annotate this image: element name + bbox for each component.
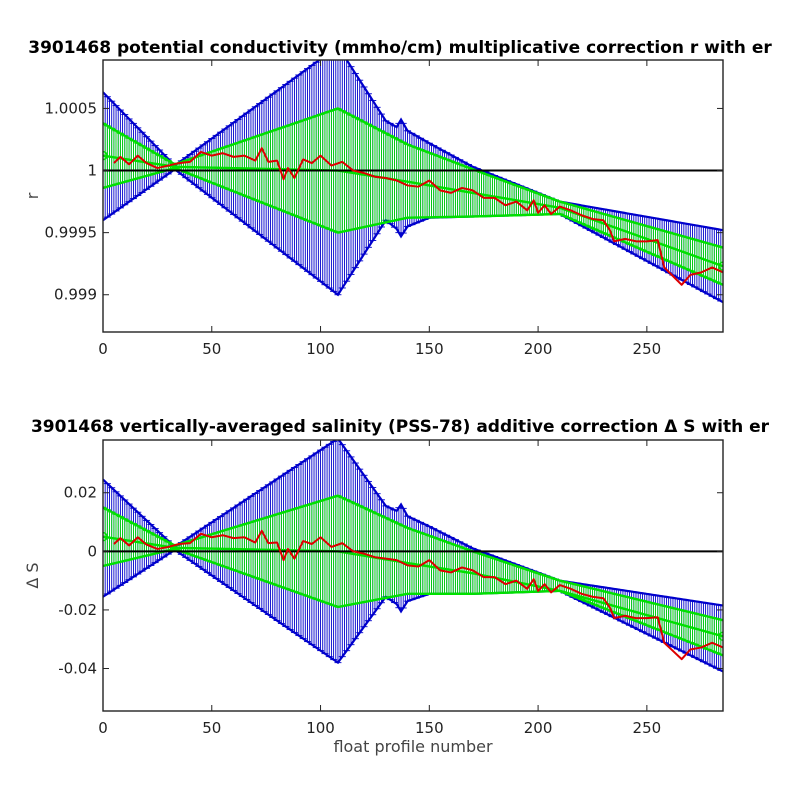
y-tick-label: -0.02	[58, 601, 97, 619]
error-lower-envelope	[103, 167, 723, 304]
x-tick-label: 0	[98, 719, 108, 737]
axes-frame	[102, 439, 724, 712]
x-tick-label: 250	[633, 340, 662, 358]
plot-area	[103, 440, 723, 673]
y-tick-label: -0.04	[58, 660, 97, 678]
error-upper-envelope	[103, 440, 723, 607]
y-axis-label: r	[23, 192, 42, 199]
x-tick-label: 100	[306, 340, 335, 358]
y-tick-label: 0	[87, 542, 97, 560]
fit-marker	[718, 631, 723, 642]
x-tick-label: 200	[524, 340, 553, 358]
fit-marker	[103, 531, 108, 542]
x-tick-label: 150	[415, 340, 444, 358]
y-tick-label: 0.02	[64, 484, 97, 502]
y-axis-label: Δ S	[23, 562, 42, 588]
y-tick-label: 0.999	[54, 286, 97, 304]
plot-area	[103, 60, 723, 304]
x-tick-label: 200	[524, 719, 553, 737]
x-tick-label: 50	[202, 340, 221, 358]
x-tick-label: 50	[202, 719, 221, 737]
x-axis-label: float profile number	[333, 737, 493, 756]
chart-title: 3901468 potential conductivity (mmho/cm)…	[28, 38, 772, 58]
chart-panel-1: 3901468 potential conductivity (mmho/cm)…	[23, 38, 772, 358]
axes-frame	[102, 59, 724, 333]
y-tick-label: 0.9995	[45, 224, 98, 242]
x-tick-label: 150	[415, 719, 444, 737]
fit-line	[103, 535, 723, 638]
fit-upper-line	[103, 107, 723, 249]
x-tick-label: 0	[98, 340, 108, 358]
y-tick-label: 1	[87, 162, 97, 180]
error-upper-envelope	[103, 60, 723, 232]
error-lower-envelope	[103, 548, 723, 673]
chart-panel-2: 3901468 vertically-averaged salinity (PS…	[23, 417, 770, 756]
fit-marker	[103, 150, 108, 161]
fit-marker	[718, 261, 723, 271]
fit-line	[103, 154, 723, 268]
fit-lower-line	[103, 547, 723, 657]
chart-title: 3901468 vertically-averaged salinity (PS…	[31, 417, 770, 437]
x-tick-label: 250	[633, 719, 662, 737]
y-tick-label: 1.0005	[45, 99, 98, 117]
x-tick-label: 100	[306, 719, 335, 737]
observed-line	[113, 147, 723, 286]
observed-line	[113, 529, 723, 661]
